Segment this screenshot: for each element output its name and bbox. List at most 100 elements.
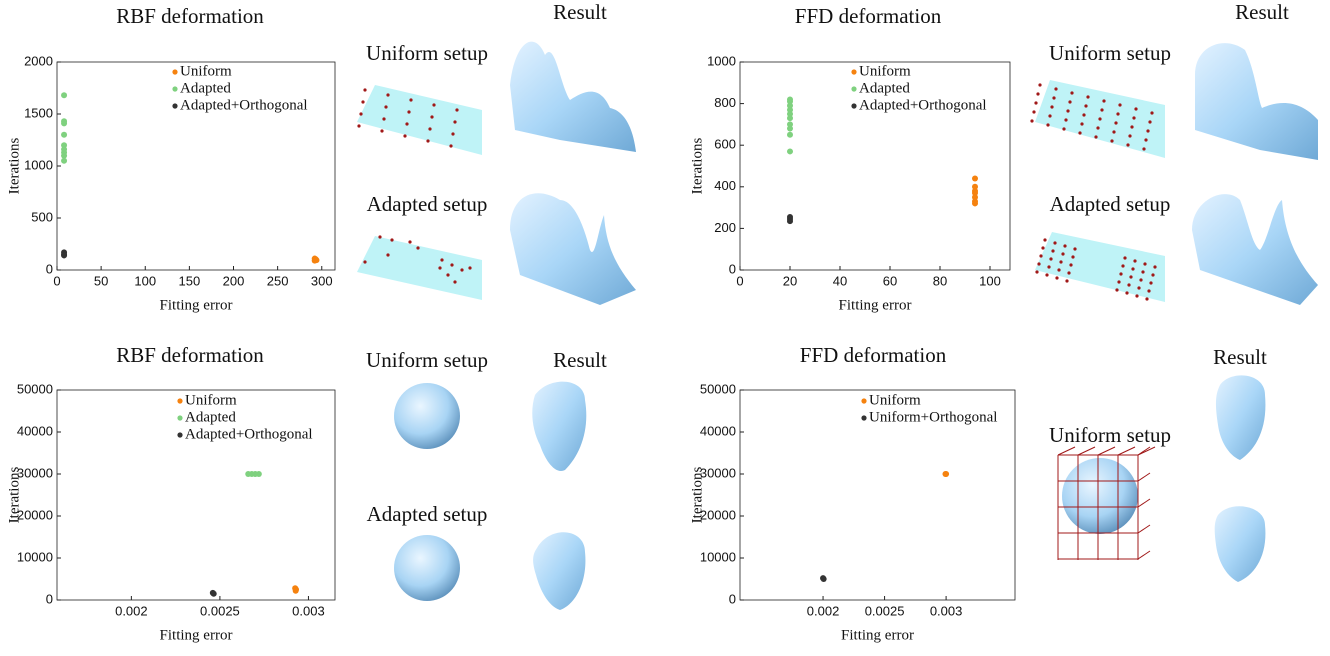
- control-point: [1030, 119, 1033, 122]
- cage-line: [1138, 551, 1150, 559]
- scatter-point: [61, 252, 67, 258]
- scatter-point: [943, 471, 949, 477]
- control-point: [409, 98, 412, 101]
- control-point: [1070, 91, 1073, 94]
- control-point: [1150, 111, 1153, 114]
- control-point: [1144, 138, 1147, 141]
- legend-label: Adapted+Orthogonal: [859, 97, 987, 113]
- control-point: [453, 120, 456, 123]
- control-point: [1135, 294, 1138, 297]
- y-tick-label: 200: [714, 220, 736, 235]
- scatter-point: [313, 256, 319, 262]
- cage-line: [1078, 447, 1095, 455]
- legend-label: Uniform: [869, 392, 921, 408]
- control-point: [1129, 275, 1132, 278]
- control-point: [1110, 139, 1113, 142]
- control-point: [1086, 95, 1089, 98]
- control-point: [1119, 272, 1122, 275]
- control-point: [1082, 113, 1085, 116]
- scatter-point: [821, 576, 827, 582]
- control-point: [432, 103, 435, 106]
- y-tick-label: 800: [714, 95, 736, 110]
- control-point: [1071, 255, 1074, 258]
- control-point: [1137, 286, 1140, 289]
- legend-label: Uniform: [185, 392, 237, 408]
- result-label: Result: [553, 348, 607, 372]
- control-point: [1065, 279, 1068, 282]
- control-point: [1143, 262, 1146, 265]
- y-tick-label: 0: [729, 261, 736, 276]
- legend-label: Adapted+Orthogonal: [180, 97, 308, 113]
- legend-marker: [177, 415, 182, 420]
- scatter-point: [61, 120, 67, 126]
- setup-label: Uniform setup: [366, 348, 488, 372]
- legend-label: Uniform+Orthogonal: [869, 409, 997, 425]
- control-point: [1139, 278, 1142, 281]
- result-label: Result: [553, 0, 607, 24]
- chart-title: RBF deformation: [116, 4, 264, 28]
- legend-marker: [172, 69, 177, 74]
- control-point: [1116, 112, 1119, 115]
- control-point: [1131, 267, 1134, 270]
- control-point: [1123, 256, 1126, 259]
- y-tick-label: 600: [714, 137, 736, 152]
- y-tick-label: 2000: [24, 53, 53, 68]
- control-point: [359, 112, 362, 115]
- legend-label: Uniform: [180, 63, 232, 79]
- scatter-point: [972, 175, 978, 181]
- control-point: [453, 280, 456, 283]
- control-point: [1052, 96, 1055, 99]
- legend-marker: [172, 103, 177, 108]
- scatter-point: [787, 126, 793, 132]
- control-point: [1080, 122, 1083, 125]
- legend-marker: [851, 69, 856, 74]
- control-point: [1064, 118, 1067, 121]
- scatter-point: [787, 132, 793, 138]
- y-tick-label: 10000: [700, 549, 736, 564]
- control-point: [1041, 246, 1044, 249]
- legend-marker: [851, 103, 856, 108]
- y-axis-label: Iterations: [6, 138, 22, 195]
- scatter-point: [61, 158, 67, 164]
- scatter-point: [293, 588, 299, 594]
- control-point: [1132, 116, 1135, 119]
- control-point: [1053, 241, 1056, 244]
- control-point: [1066, 109, 1069, 112]
- control-point: [363, 260, 366, 263]
- y-tick-label: 20000: [17, 507, 53, 522]
- control-point: [386, 253, 389, 256]
- scatter-point: [61, 132, 67, 138]
- scatter-point: [787, 115, 793, 121]
- chart-title: FFD deformation: [800, 343, 947, 367]
- legend-label: Adapted: [185, 409, 236, 425]
- control-point: [403, 134, 406, 137]
- chart-title: FFD deformation: [795, 4, 942, 28]
- control-point: [451, 132, 454, 135]
- control-point: [416, 246, 419, 249]
- x-tick-label: 100: [134, 273, 156, 288]
- control-point: [1102, 99, 1105, 102]
- x-tick-label: 20: [783, 273, 797, 288]
- setup-label: Uniform setup: [1049, 41, 1171, 65]
- legend-marker: [861, 415, 866, 420]
- x-tick-label: 300: [311, 273, 333, 288]
- control-point: [1038, 83, 1041, 86]
- control-point: [386, 93, 389, 96]
- control-point: [1128, 134, 1131, 137]
- result-label: Result: [1235, 0, 1289, 24]
- control-point: [1073, 247, 1076, 250]
- x-axis-label: Fitting error: [839, 297, 912, 313]
- control-point: [1148, 120, 1151, 123]
- control-point: [1127, 283, 1130, 286]
- scatter-point: [256, 471, 262, 477]
- cage-line: [1138, 499, 1150, 507]
- x-tick-label: 0.0025: [200, 603, 240, 618]
- y-tick-label: 0: [46, 591, 53, 606]
- control-point: [1142, 147, 1145, 150]
- control-point: [1130, 125, 1133, 128]
- legend-label: Adapted+Orthogonal: [185, 426, 313, 442]
- x-tick-label: 250: [267, 273, 289, 288]
- legend-label: Adapted: [180, 80, 231, 96]
- control-point: [1055, 276, 1058, 279]
- control-point: [1134, 107, 1137, 110]
